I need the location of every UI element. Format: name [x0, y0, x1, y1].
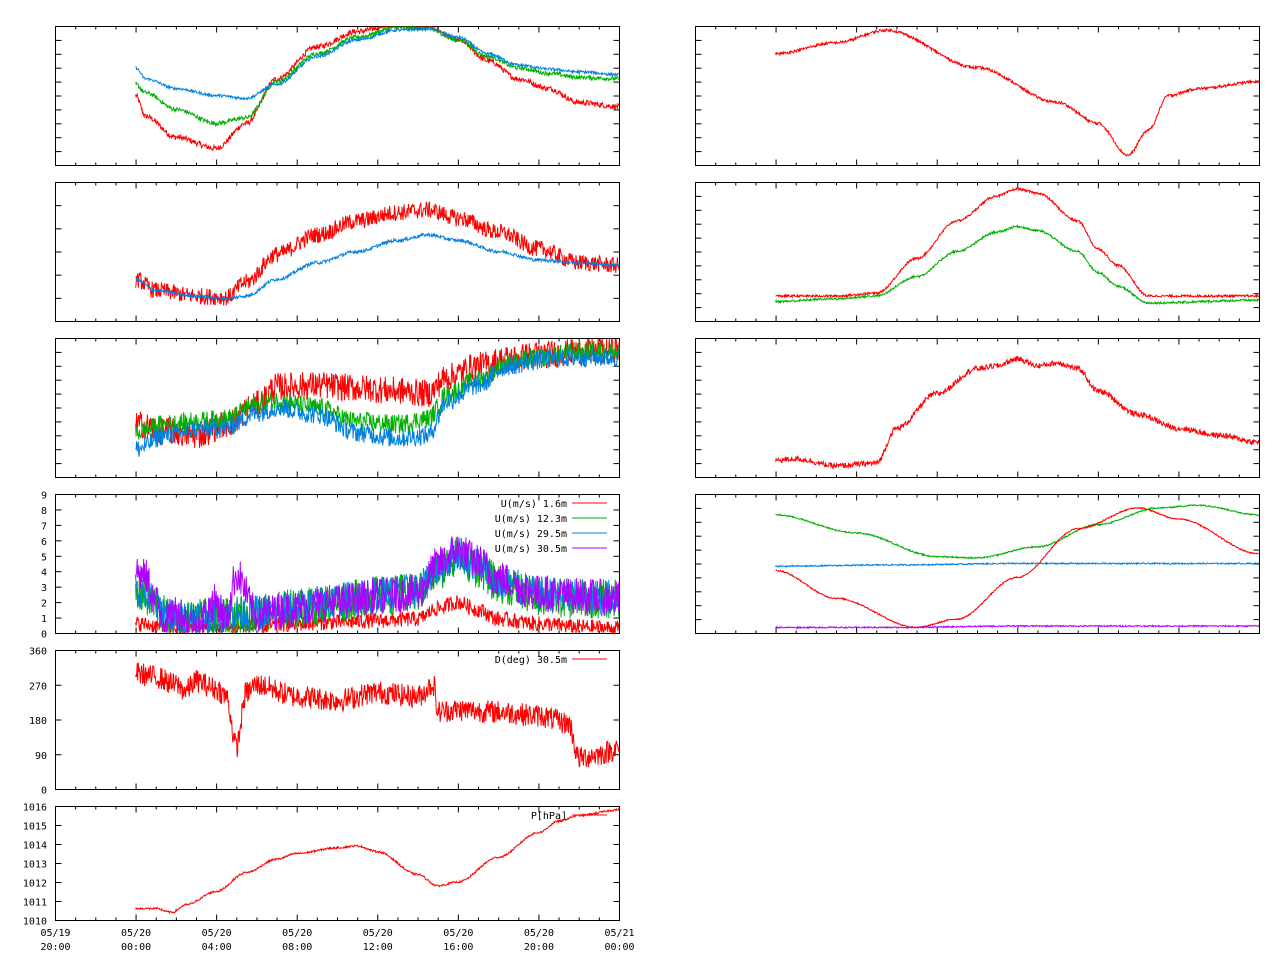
right-panel-1-frame [695, 26, 1260, 166]
left-4-ytick-label: 0 [41, 630, 47, 641]
left-4-ytick-label: 6 [41, 537, 47, 548]
left-4-legend-label: U(m/s) 30.5m [495, 544, 567, 555]
x-tick-label-date: 05/20 [202, 928, 232, 939]
right-4-series-red-line [775, 506, 1260, 629]
left-4-ytick-label: 2 [41, 599, 47, 610]
left-3-series-blue-line [135, 347, 620, 457]
x-tick-label-time: 00:00 [604, 942, 634, 953]
left-2-series-blue-line [135, 231, 620, 302]
left-1-series-blue-line [135, 26, 620, 101]
x-tick-label-date: 05/20 [282, 928, 312, 939]
x-tick-label-time: 20:00 [40, 942, 70, 953]
left-5-ytick-label: 0 [41, 786, 47, 797]
left-4-series-u-m-s-30-5m-line [135, 535, 620, 634]
left-4-ytick-label: 1 [41, 614, 47, 625]
x-tick-label-date: 05/20 [121, 928, 151, 939]
left-5-ytick-label: 180 [29, 716, 47, 727]
x-tick-label-date: 05/20 [524, 928, 554, 939]
left-4-ytick-label: 4 [41, 568, 47, 579]
left-6-ytick-label: 1016 [23, 803, 47, 814]
left-5-ytick-label: 90 [35, 751, 47, 762]
left-4-ytick-label: 9 [41, 491, 47, 502]
left-4-ytick-label: 3 [41, 583, 47, 594]
left-6-legend-label: P[hPa] [531, 811, 567, 822]
x-tick-label-date: 05/21 [604, 928, 634, 939]
left-panel-6-frame [55, 806, 620, 921]
left-4-legend-label: U(m/s) 29.5m [495, 529, 567, 540]
left-6-ytick-label: 1011 [23, 898, 47, 909]
left-2-series-red-line [135, 201, 620, 306]
right-4-series-blue-line [775, 561, 1260, 568]
left-5-series-d-deg-30-5m-line [135, 662, 620, 768]
left-5-ytick-label: 270 [29, 681, 47, 692]
x-tick-label-time: 08:00 [282, 942, 312, 953]
x-tick-label-time: 00:00 [121, 942, 151, 953]
left-4-ytick-label: 5 [41, 552, 47, 563]
x-tick-label-time: 20:00 [524, 942, 554, 953]
left-5-ytick-label: 360 [29, 647, 47, 658]
left-6-ytick-label: 1010 [23, 917, 47, 928]
left-4-ytick-label: 7 [41, 521, 47, 532]
left-5-legend-label: D(deg) 30.5m [495, 655, 567, 666]
left-4-legend-label: U(m/s) 1.6m [501, 499, 567, 510]
left-6-ytick-label: 1014 [23, 841, 47, 852]
x-tick-label-time: 12:00 [363, 942, 393, 953]
right-2-series-green-line [775, 223, 1260, 306]
right-4-series-green-line [775, 503, 1260, 560]
x-tick-label-time: 04:00 [202, 942, 232, 953]
left-4-ytick-label: 8 [41, 506, 47, 517]
left-1-series-red-line [135, 25, 620, 152]
left-panel-2-frame [55, 182, 620, 322]
left-4-legend-label: U(m/s) 12.3m [495, 514, 567, 525]
x-tick-label-time: 16:00 [443, 942, 473, 953]
right-2-series-red-line [775, 186, 1260, 299]
left-6-ytick-label: 1013 [23, 860, 47, 871]
right-4-series-purple-line [775, 624, 1260, 630]
x-tick-label-date: 05/20 [363, 928, 393, 939]
right-3-series-red-line [775, 356, 1260, 471]
left-1-series-green-line [135, 25, 620, 128]
right-panel-3-frame [695, 338, 1260, 478]
right-1-series-red-line [775, 27, 1260, 157]
x-tick-label-date: 05/20 [443, 928, 473, 939]
left-6-ytick-label: 1015 [23, 822, 47, 833]
left-6-series-p-hpa--line [135, 807, 620, 915]
x-tick-label-date: 05/19 [40, 928, 70, 939]
left-6-ytick-label: 1012 [23, 879, 47, 890]
